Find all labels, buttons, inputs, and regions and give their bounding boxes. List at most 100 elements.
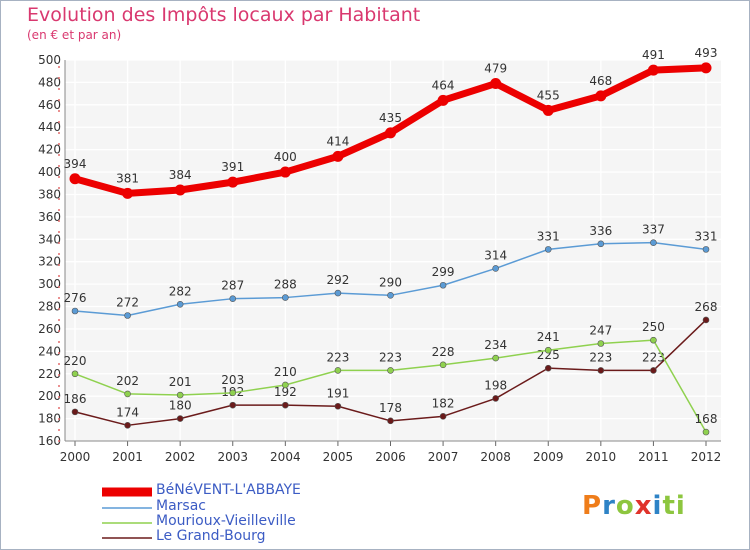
x-tick-label: 2011 [638,450,669,464]
data-point [176,391,184,399]
data-point [490,78,502,90]
legend-label: Le Grand-Bourg [156,528,266,544]
logo-letter: i [675,491,686,521]
data-label: 468 [589,74,612,88]
data-point [597,340,605,347]
data-point [387,417,394,425]
data-point [229,295,237,302]
data-label: 455 [537,88,560,102]
data-point [439,361,447,369]
data-point [700,62,712,74]
x-tick-label: 2004 [270,450,301,464]
x-tick-label: 2003 [217,450,248,464]
data-point [702,428,710,436]
data-point [122,187,134,199]
data-point [227,176,239,188]
data-point [282,381,289,389]
data-point [437,94,449,106]
data-label: 241 [537,330,560,344]
data-label: 400 [274,150,297,164]
data-label: 276 [64,291,87,305]
data-label: 228 [432,345,455,359]
data-label: 268 [695,300,718,314]
data-label: 210 [274,365,297,379]
y-tick-label: 500 [38,53,61,67]
logo-letter: t [662,491,676,521]
y-tick-label: 300 [38,277,61,291]
data-label: 223 [642,350,665,364]
data-point [124,390,131,398]
data-point [334,367,342,374]
data-point [387,367,394,374]
x-tick-label: 2001 [112,450,143,464]
data-label: 435 [379,111,402,125]
data-label: 491 [642,48,665,62]
y-tick-label: 220 [38,367,61,381]
data-point [492,395,499,402]
data-label: 331 [695,229,718,243]
data-point [650,367,657,374]
data-point [650,336,657,344]
logo-letter: i [652,491,663,521]
y-tick-label: 260 [38,322,61,336]
data-point [71,408,79,416]
legend-label: Marsac [156,498,206,514]
x-tick-label: 2005 [323,450,354,464]
y-tick-label: 460 [38,98,61,112]
x-tick-label: 2007 [428,450,459,464]
data-label: 223 [326,350,349,364]
data-point [595,90,607,102]
y-tick-label: 400 [38,165,61,179]
data-point [544,246,552,253]
logo-letter: r [602,491,616,521]
data-label: 203 [221,373,244,387]
data-label: 180 [169,399,192,413]
data-label: 381 [116,171,139,185]
plot-area [65,60,721,441]
data-label: 198 [484,378,507,392]
data-label: 220 [64,354,87,368]
data-point [647,64,659,76]
data-point [544,364,552,372]
data-label: 394 [64,157,87,171]
data-label: 178 [379,401,402,415]
y-tick-label: 320 [38,255,61,269]
legend-label: BéNéVENT-L'ABBAYE [156,482,301,498]
data-point [69,173,81,185]
x-tick-label: 2002 [165,450,196,464]
data-point [439,413,447,420]
data-point [702,246,710,253]
y-tick-label: 240 [38,344,61,358]
data-label: 250 [642,320,665,334]
data-label: 493 [695,46,718,60]
data-label: 314 [484,248,507,262]
x-tick-label: 2010 [586,450,617,464]
data-point [597,240,605,248]
data-label: 288 [274,278,297,292]
data-point [176,415,184,422]
y-tick-label: 360 [38,210,61,224]
data-point [332,150,344,162]
data-point [597,367,605,374]
y-tick-label: 420 [38,143,61,157]
x-tick-label: 2000 [60,450,91,464]
y-tick-label: 180 [38,412,61,426]
proxiti-logo: Proxiti [582,491,686,521]
data-point [387,292,394,299]
data-label: 223 [589,350,612,364]
data-label: 292 [326,273,349,287]
data-label: 223 [379,350,402,364]
data-point [334,402,342,410]
data-point [492,265,499,272]
y-tick-label: 200 [38,389,61,403]
y-tick-label: 280 [38,300,61,314]
data-point [124,422,131,429]
logo-letter: P [582,491,603,521]
data-point [542,104,554,116]
data-label: 391 [221,160,244,174]
logo-letter: o [615,491,635,521]
data-point [439,281,447,289]
data-label: 174 [116,405,139,419]
legend-label: Mourioux-Vieilleville [156,513,296,529]
